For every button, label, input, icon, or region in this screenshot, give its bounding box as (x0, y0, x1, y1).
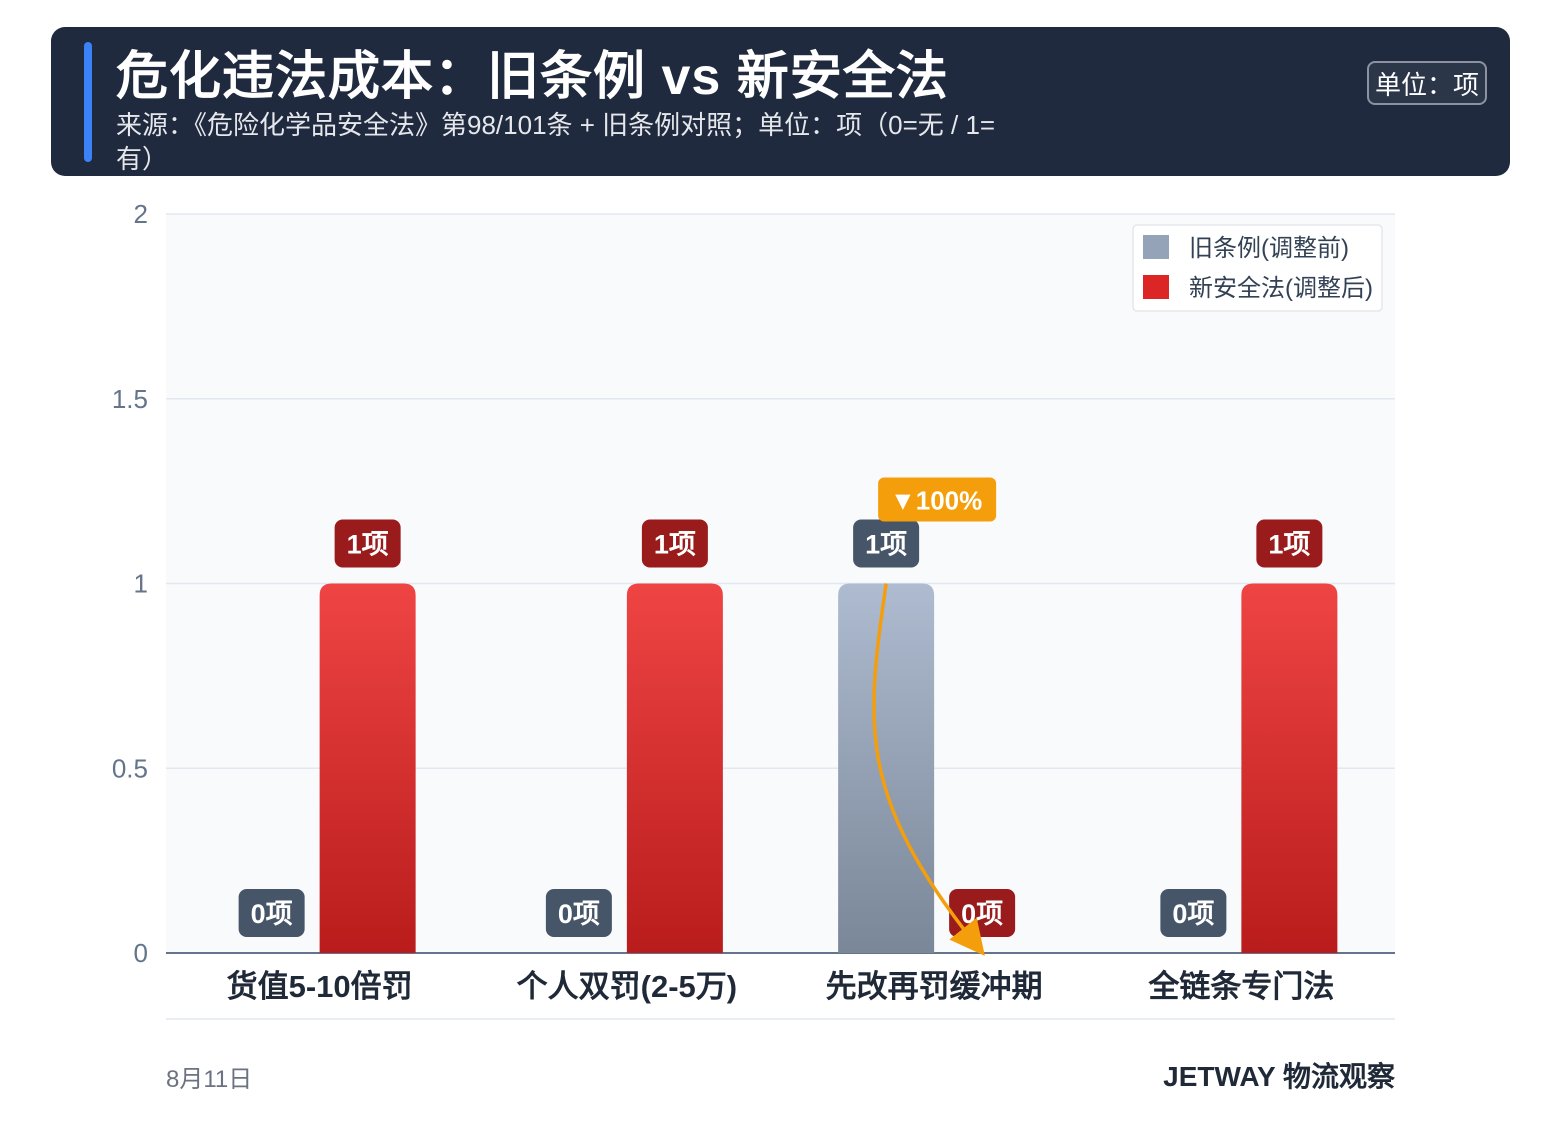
data-label-bg (1160, 889, 1227, 937)
data-label: 0项 (558, 899, 600, 929)
change-arrow (872, 583, 985, 956)
x-tick-label: 个人双罚(2-5万) (517, 969, 737, 1004)
data-label: 0项 (961, 899, 1003, 929)
data-label-bg (238, 889, 305, 937)
data-label: 1项 (1268, 530, 1310, 560)
footer-date: 8月11日 (166, 1066, 253, 1093)
data-label: 0项 (1172, 899, 1214, 929)
annotation-text: ▼100% (890, 486, 982, 516)
bar (319, 583, 416, 953)
legend-label: 新安全法(调整后) (1189, 275, 1373, 302)
unit-badge: 单位：项 (1367, 61, 1487, 105)
data-label: 1项 (347, 530, 389, 560)
bar (626, 583, 723, 953)
data-label-bg (853, 519, 920, 568)
page-subtitle: 来源：《危险化学品安全法》第98/101条 + 旧条例对照；单位：项（0=无 /… (116, 110, 996, 174)
data-label-bg (545, 889, 612, 937)
data-label: 0项 (251, 899, 293, 929)
footer-brand: JETWAY 物流观察 (1163, 1061, 1395, 1092)
legend-box (1132, 224, 1383, 312)
bar (1241, 583, 1338, 953)
data-label: 1项 (865, 530, 907, 560)
legend-label: 旧条例(调整前) (1189, 235, 1349, 262)
bar (838, 583, 935, 953)
annotation-badge (878, 477, 997, 522)
y-tick-label: 2 (134, 199, 148, 229)
header-accent-bar (84, 42, 92, 162)
y-tick-label: 1 (134, 569, 148, 599)
legend-swatch (1143, 235, 1169, 259)
x-tick-label: 先改再罚缓冲期 (826, 969, 1043, 1004)
y-tick-label: 1.5 (112, 384, 148, 414)
page-title: 危化违法成本：旧条例 vs 新安全法 (116, 48, 949, 106)
x-tick-label: 全链条专门法 (1147, 969, 1334, 1004)
data-label: 1项 (654, 530, 696, 560)
y-tick-label: 0 (134, 938, 148, 968)
header-banner (51, 27, 1510, 176)
data-label-bg (641, 519, 708, 568)
data-label-bg (1256, 519, 1323, 568)
legend-swatch (1143, 275, 1169, 299)
x-tick-label: 货值5-10倍罚 (227, 969, 413, 1004)
data-label-bg (334, 519, 401, 568)
y-tick-label: 0.5 (112, 753, 148, 783)
